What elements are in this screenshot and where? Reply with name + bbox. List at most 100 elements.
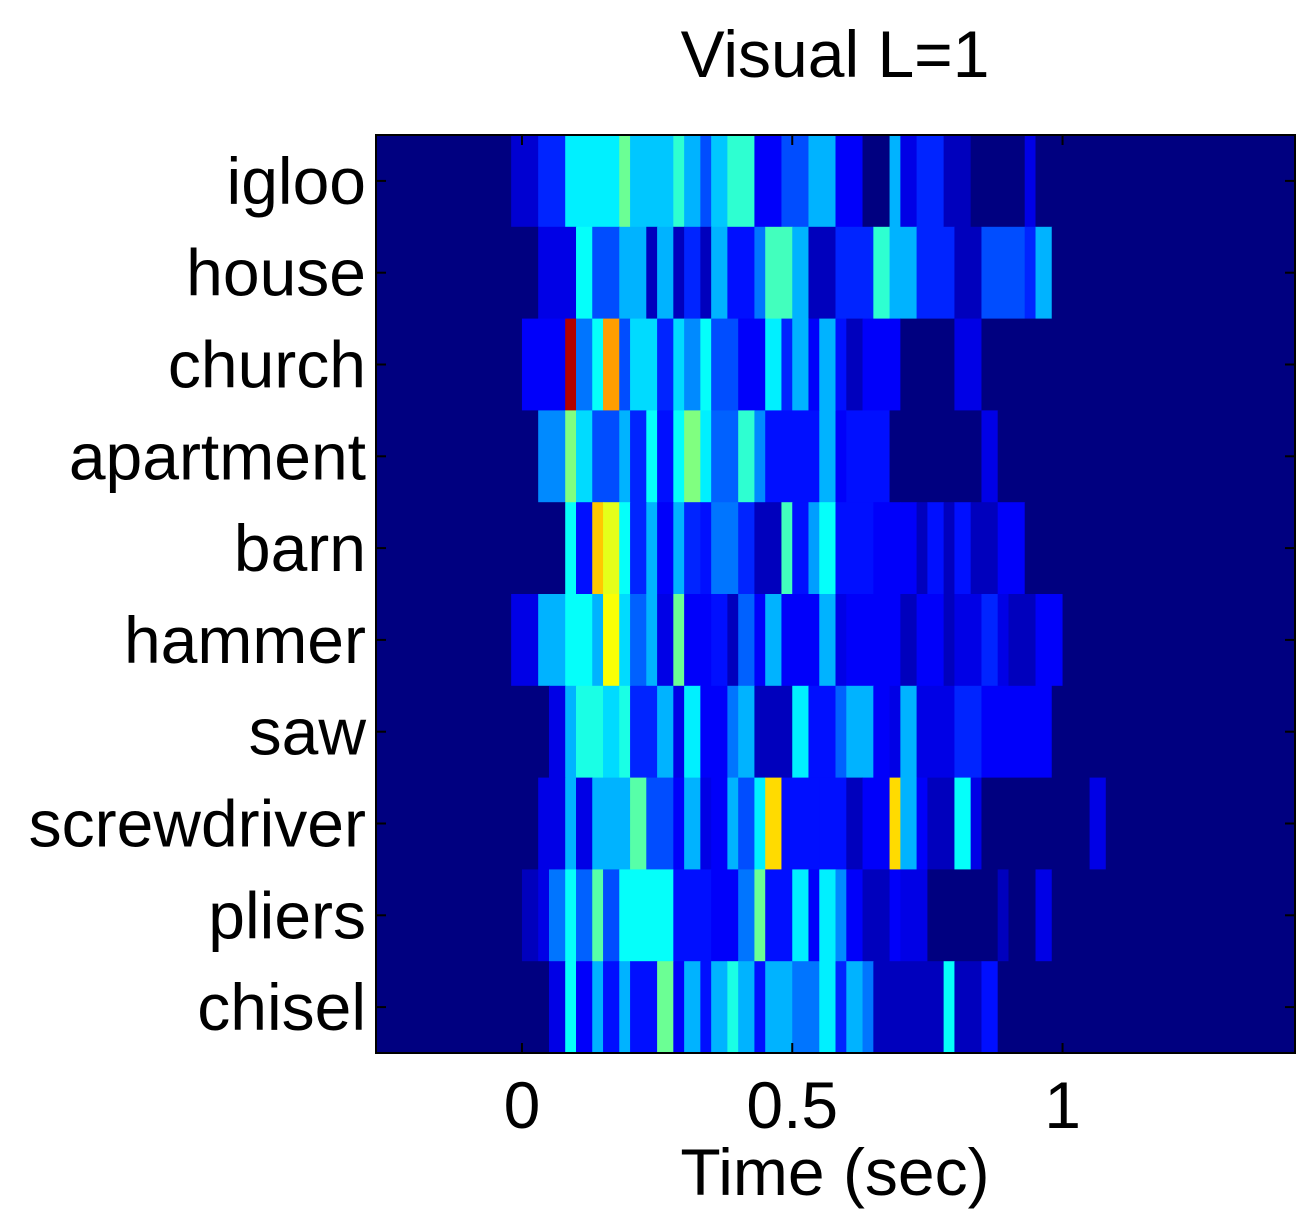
heatmap-cell-igloo-21 (970, 135, 1026, 228)
heatmap-cell-hammer-2 (538, 594, 566, 687)
heatmap-cell-hammer-23 (916, 594, 945, 687)
heatmap-cell-chisel-11 (700, 961, 712, 1054)
heatmap-cell-screwdriver-3 (576, 777, 593, 870)
heatmap-cell-church-13 (738, 318, 766, 411)
heatmap-cell-barn-13 (738, 502, 756, 595)
heatmap-cell-barn-10 (684, 502, 701, 595)
heatmap-cell-saw-8 (673, 685, 685, 779)
heatmap-cell-house-21 (981, 226, 1026, 320)
heatmap-cell-church-19 (835, 318, 847, 411)
heatmap-cell-apartment-11 (700, 410, 712, 503)
heatmap-cell-hammer-13 (727, 594, 739, 687)
heatmap-cell-apartment-6 (630, 410, 647, 503)
heatmap-cell-barn-8 (657, 502, 674, 595)
heatmap-cell-igloo-4 (576, 135, 620, 228)
heatmap-cell-pliers-20 (889, 869, 901, 962)
heatmap-cell-igloo-20 (943, 135, 972, 228)
heatmap-cell-house-1 (538, 226, 577, 320)
heatmap-cell-barn-17 (808, 502, 820, 595)
heatmap-cell-hammer-10 (673, 594, 685, 687)
heatmap-cell-apartment-16 (819, 410, 837, 503)
heatmap-cell-house-9 (700, 226, 712, 320)
heatmap-cell-barn-11 (700, 502, 712, 595)
heatmap-cell-barn-0 (376, 502, 566, 595)
heatmap-cell-hammer-21 (873, 594, 901, 687)
row-label-screwdriver: screwdriver (29, 787, 366, 861)
heatmap-cell-church-15 (781, 318, 793, 411)
heatmap-cell-screwdriver-14 (765, 777, 783, 870)
heatmap-cell-saw-6 (630, 685, 658, 779)
heatmap-cell-screwdriver-12 (738, 777, 756, 870)
heatmap-cell-igloo-23 (1035, 135, 1296, 228)
heatmap-cell-barn-19 (835, 502, 874, 595)
heatmap-cell-screwdriver-27 (1105, 777, 1296, 870)
heatmap-cell-church-2 (565, 318, 577, 411)
heatmap-cell-screwdriver-18 (862, 777, 891, 870)
heatmap-cell-church-18 (819, 318, 837, 411)
heatmap-cell-house-16 (835, 226, 874, 320)
heatmap-cell-chisel-26 (997, 961, 1296, 1054)
heatmap-cell-church-7 (630, 318, 658, 411)
heatmap-cell-igloo-22 (1024, 135, 1037, 228)
heatmap-cell-pliers-19 (862, 869, 891, 962)
heatmap-cell-church-5 (603, 318, 620, 411)
x-tick-labels: 0 0.5 1 (504, 1068, 1081, 1142)
heatmap-cell-hammer-28 (1008, 594, 1037, 687)
heatmap-cell-saw-13 (754, 685, 793, 779)
heatmap-cell-hammer-0 (376, 594, 512, 687)
heatmap-cell-igloo-10 (711, 135, 728, 228)
heatmap-cell-saw-0 (376, 685, 550, 779)
heatmap-cell-igloo-18 (900, 135, 918, 228)
heatmap-cell-chisel-8 (657, 961, 674, 1054)
heatmap-cell-barn-28 (1024, 502, 1296, 595)
heatmap-cell-screwdriver-25 (981, 777, 1091, 870)
heatmap-cell-apartment-15 (765, 410, 820, 503)
row-label-barn: barn (234, 511, 366, 585)
heatmap-cell-pliers-5 (576, 869, 593, 962)
heatmap-cell-house-14 (792, 226, 810, 320)
heatmap-cell-church-14 (765, 318, 783, 411)
heatmap-cell-screwdriver-21 (916, 777, 928, 870)
heatmap-cell-apartment-14 (754, 410, 766, 503)
heatmap-cell-apartment-21 (997, 410, 1296, 503)
heatmap-cell-house-2 (576, 226, 593, 320)
heatmap-cell-screwdriver-16 (819, 777, 847, 870)
heatmap-cell-screwdriver-15 (781, 777, 820, 870)
heatmap-cell-church-1 (521, 318, 566, 411)
heatmap-cell-chisel-9 (673, 961, 685, 1054)
heatmap-cell-apartment-9 (673, 410, 685, 503)
heatmap-cell-chisel-16 (765, 961, 793, 1054)
heatmap-cell-chisel-7 (630, 961, 658, 1054)
heatmap-cell-hammer-25 (954, 594, 983, 687)
heatmap-cell-saw-2 (565, 685, 577, 779)
heatmap-cell-church-16 (792, 318, 810, 411)
heatmap-cell-hammer-7 (630, 594, 647, 687)
heatmap-cell-barn-2 (576, 502, 593, 595)
heatmap-cell-saw-22 (954, 685, 983, 779)
heatmap-cell-screwdriver-10 (711, 777, 728, 870)
heatmap-cell-barn-1 (565, 502, 577, 595)
heatmap-cell-hammer-4 (592, 594, 604, 687)
heatmap-cell-pliers-9 (673, 869, 712, 962)
heatmap-cell-igloo-5 (619, 135, 631, 228)
heatmap-cell-barn-23 (927, 502, 945, 595)
heatmap-cell-chisel-25 (981, 961, 999, 1054)
heatmap-cell-chisel-14 (738, 961, 756, 1054)
heatmap-cell-church-21 (862, 318, 901, 411)
heatmap-cell-house-0 (376, 226, 539, 320)
heatmap-cell-screwdriver-0 (376, 777, 539, 870)
heatmap-cell-church-20 (846, 318, 864, 411)
heatmap-cell-barn-25 (954, 502, 972, 595)
heatmap-cell-barn-4 (603, 502, 620, 595)
heatmap-cell-pliers-21 (900, 869, 928, 962)
heatmap-cell-hammer-27 (997, 594, 1010, 687)
heatmap-cell-saw-20 (900, 685, 918, 779)
heatmap-cell-chisel-15 (754, 961, 766, 1054)
heatmap-cell-church-0 (376, 318, 523, 411)
heatmap-cell-church-10 (684, 318, 701, 411)
row-label-pliers: pliers (208, 878, 366, 952)
heatmap-cell-pliers-17 (835, 869, 847, 962)
x-tick-label-1: 1 (1044, 1068, 1081, 1142)
heatmap-cell-chisel-12 (711, 961, 728, 1054)
heatmap-cell-apartment-3 (576, 410, 593, 503)
